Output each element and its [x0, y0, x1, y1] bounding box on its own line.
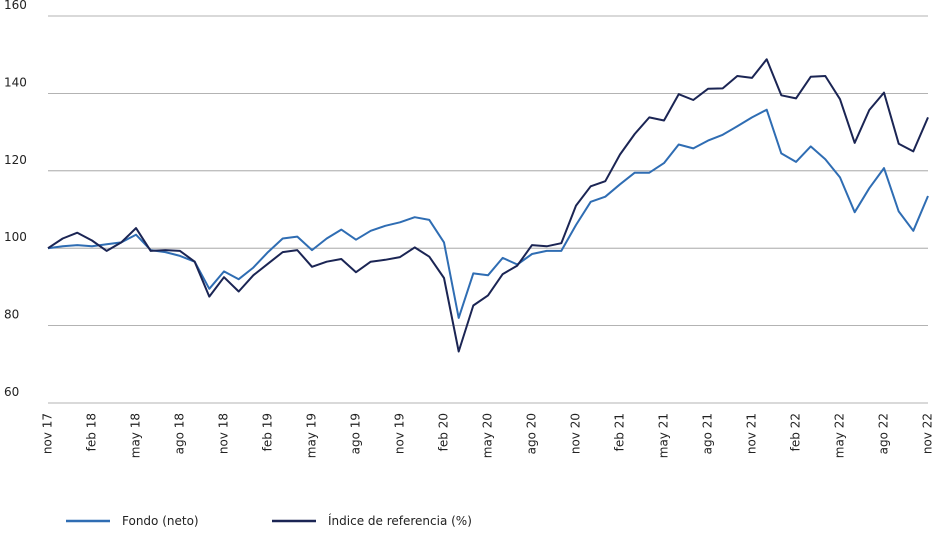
x-tick-label: feb 22: [789, 413, 803, 451]
x-tick-label: ago 21: [701, 413, 715, 454]
x-tick-label: may 21: [657, 413, 671, 458]
x-tick-label: may 18: [129, 413, 143, 458]
x-tick-label: feb 18: [85, 413, 99, 451]
legend-label: Fondo (neto): [122, 514, 199, 528]
x-tick-label: may 20: [481, 413, 495, 458]
x-tick-label: ago 19: [349, 413, 363, 454]
x-tick-label: nov 19: [393, 413, 407, 454]
x-tick-label: may 19: [305, 413, 319, 458]
x-tick-label: ago 20: [525, 413, 539, 454]
x-tick-label: feb 20: [437, 413, 451, 451]
y-tick-label: 120: [4, 153, 27, 167]
x-tick-label: nov 22: [921, 413, 933, 454]
x-tick-label: feb 21: [613, 413, 627, 451]
series-line: [47, 108, 929, 319]
y-tick-label: 80: [4, 308, 19, 322]
x-tick-label: nov 17: [41, 413, 55, 454]
y-tick-label: 160: [4, 0, 27, 12]
legend-label: Índice de referencia (%): [328, 513, 472, 528]
y-tick-label: 60: [4, 385, 19, 399]
x-tick-label: may 22: [833, 413, 847, 458]
y-tick-label: 100: [4, 230, 27, 244]
x-tick-label: nov 18: [217, 413, 231, 454]
x-tick-label: feb 19: [261, 413, 275, 451]
x-tick-label: nov 20: [569, 413, 583, 454]
series-line: [47, 58, 929, 353]
x-tick-label: ago 18: [173, 413, 187, 454]
x-tick-label: ago 22: [877, 413, 891, 454]
y-tick-label: 140: [4, 75, 27, 89]
x-tick-label: nov 21: [745, 413, 759, 454]
